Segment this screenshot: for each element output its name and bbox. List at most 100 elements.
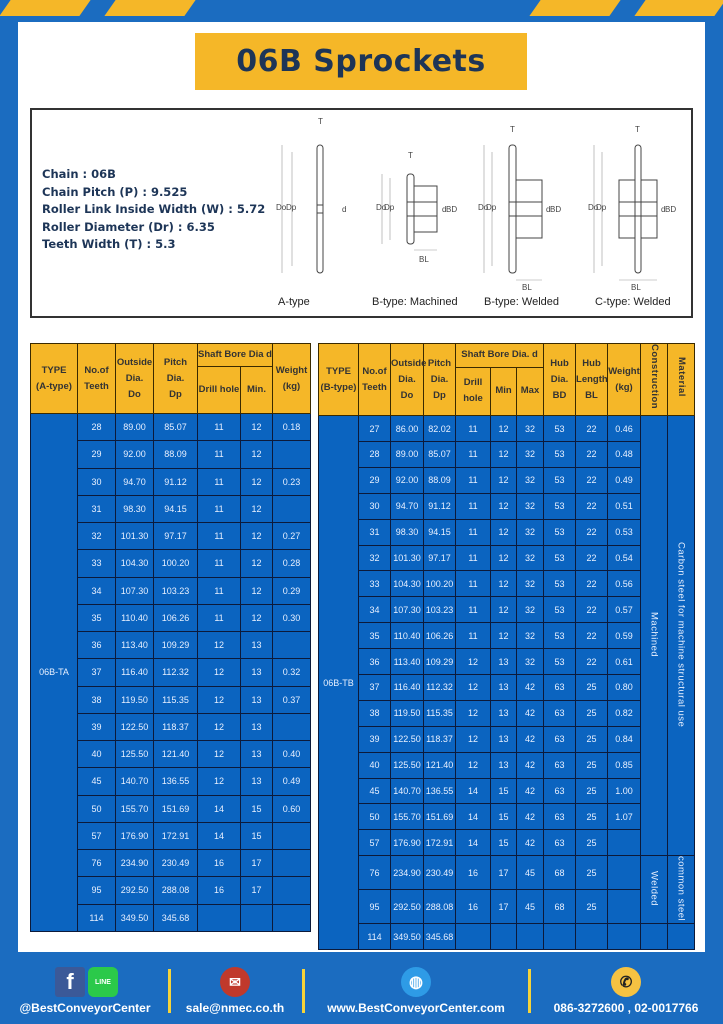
table-row: 50 155.70 151.69 14 15 0.60 <box>31 794 311 823</box>
cell-drill-hole: 11 <box>455 518 491 546</box>
cell-pitch-dia: 288.08 <box>423 889 456 925</box>
cell-drill-hole: 11 <box>197 467 241 496</box>
cell-pitch-dia: 109.29 <box>423 648 456 676</box>
caption-b-machined: B-type: Machined <box>372 296 458 308</box>
type-cell: 06B-TB <box>318 415 359 951</box>
cell-hub-dia: 68 <box>543 855 577 891</box>
header-teeth: No.of Teeth <box>358 342 391 417</box>
cell-min-bore: 15 <box>240 821 273 851</box>
cell-min-bore: 12 <box>240 549 273 578</box>
cell-teeth: 39 <box>358 725 391 753</box>
cell-outside-dia: 119.50 <box>390 699 424 727</box>
cell-min-bore: 15 <box>490 829 517 857</box>
cell-outside-dia: 292.50 <box>390 889 424 925</box>
cell-weight: 0.29 <box>272 576 311 605</box>
cell-max-bore: 42 <box>515 777 545 805</box>
cell-outside-dia: 122.50 <box>390 725 424 753</box>
email-contact[interactable]: ✉ sale@nmec.co.th <box>175 955 295 1024</box>
cell-hub-dia: 53 <box>543 441 577 468</box>
phone-contact[interactable]: ✆ 086-3272600 , 02-0017766 <box>536 955 716 1024</box>
cell-weight: 0.57 <box>607 596 642 624</box>
material-label: Carbon steel for machine structural use <box>675 542 687 728</box>
cell-max-bore: 32 <box>515 492 545 520</box>
cell-min-bore: 17 <box>490 889 517 925</box>
cell-hub-dia: 53 <box>543 570 577 598</box>
cell-drill-hole: 12 <box>197 739 241 769</box>
cell-outside-dia: 107.30 <box>390 596 424 624</box>
cell-teeth: 40 <box>77 739 116 769</box>
website-link[interactable]: ◍ www.BestConveyorCenter.com <box>310 955 522 1024</box>
header-outside-dia: Outside Dia. Do <box>115 343 154 414</box>
cell-pitch-dia: 88.09 <box>153 440 198 469</box>
cell-pitch-dia: 97.17 <box>423 544 456 572</box>
cell-min-bore: 13 <box>490 648 517 676</box>
cell-min-bore: 15 <box>240 794 273 823</box>
cell-min-bore: 12 <box>240 576 273 605</box>
b-machined-plate <box>406 173 415 245</box>
cell-outside-dia: 94.70 <box>390 492 424 520</box>
facebook-icon[interactable]: f <box>55 967 85 997</box>
cell-hub-length: 25 <box>575 829 609 857</box>
cell-max-bore: 42 <box>515 803 545 831</box>
label-d: d <box>546 205 550 214</box>
sprocket-diagrams: T T T T Do Dp Do Dp Do Dp Do Dp d d BD d… <box>276 117 676 292</box>
cell-hub-length: 25 <box>575 725 609 753</box>
cell-outside-dia: 113.40 <box>390 648 424 676</box>
cell-min-bore: 12 <box>490 570 517 598</box>
cell-drill-hole: 11 <box>197 576 241 605</box>
cell-min-bore: 13 <box>240 712 273 742</box>
cell-teeth: 45 <box>358 777 391 805</box>
cell-teeth: 28 <box>77 412 116 442</box>
label-dp: Dp <box>596 203 607 212</box>
table-row: 37 116.40 112.32 12 13 42 63 25 0.80 <box>319 674 695 701</box>
label-bl: BL <box>419 255 429 264</box>
cell-hub-dia: 53 <box>543 518 577 546</box>
cell-drill-hole <box>197 903 241 932</box>
cell-drill-hole: 11 <box>197 521 241 551</box>
cell-pitch-dia: 151.69 <box>423 803 456 831</box>
line-icon[interactable]: LINE <box>88 967 118 997</box>
cell-teeth: 31 <box>77 494 116 524</box>
c-welded-plate <box>634 144 642 274</box>
cell-pitch-dia: 100.20 <box>153 549 198 578</box>
cell-outside-dia: 119.50 <box>115 685 154 714</box>
cell-outside-dia: 116.40 <box>115 658 154 687</box>
cell-outside-dia: 349.50 <box>390 923 424 951</box>
header-shaft-bore: Shaft Bore Dia. d <box>454 343 545 368</box>
cell-min-bore: 12 <box>240 494 273 524</box>
cell-drill-hole: 12 <box>455 699 491 727</box>
table-row: 31 98.30 94.15 11 12 <box>31 494 311 524</box>
cell-pitch-dia: 115.35 <box>423 699 456 727</box>
label-do: Do <box>588 203 599 212</box>
cell-min-bore: 12 <box>490 518 517 546</box>
cell-min-bore: 12 <box>490 622 517 650</box>
cell-hub-length: 25 <box>575 751 609 779</box>
cell-teeth: 57 <box>77 821 116 851</box>
cell-max-bore: 32 <box>515 466 545 494</box>
chain-specs: Chain : 06B Chain Pitch (P) : 9.525 Roll… <box>42 166 265 254</box>
cell-min-bore: 12 <box>240 521 273 551</box>
cell-hub-length: 22 <box>575 466 609 494</box>
cell-drill-hole: 11 <box>455 492 491 520</box>
header-min: Min <box>490 366 517 417</box>
header-outside-dia: Outside Dia. Do <box>390 342 426 417</box>
cell-weight: 0.85 <box>607 751 642 779</box>
header-material: Material <box>667 342 696 417</box>
cell-pitch-dia: 112.32 <box>423 674 456 701</box>
cell-outside-dia: 110.40 <box>390 622 424 650</box>
cell-max-bore: 42 <box>515 699 545 727</box>
b-machined-hub <box>413 185 438 233</box>
table-row: 45 140.70 136.55 12 13 0.49 <box>31 767 311 796</box>
table-row: 50 155.70 151.69 14 15 42 63 25 1.07 <box>319 803 695 831</box>
cell-pitch-dia: 91.12 <box>423 492 456 520</box>
cell-drill-hole: 12 <box>197 712 241 742</box>
mail-icon: ✉ <box>220 967 250 997</box>
social-contact[interactable]: f LINE @BestConveyorCenter <box>19 967 151 1015</box>
cell-hub-dia: 63 <box>543 777 577 805</box>
cell-teeth: 33 <box>77 549 116 578</box>
b-type-table: TYPE (B-type) No.of Teeth Outside Dia. Do Pi… <box>318 342 696 951</box>
cell-teeth: 28 <box>358 441 391 468</box>
cell-drill-hole: 11 <box>455 466 491 494</box>
header-construction: Construction <box>640 342 669 417</box>
cell-weight: 0.40 <box>272 739 311 769</box>
